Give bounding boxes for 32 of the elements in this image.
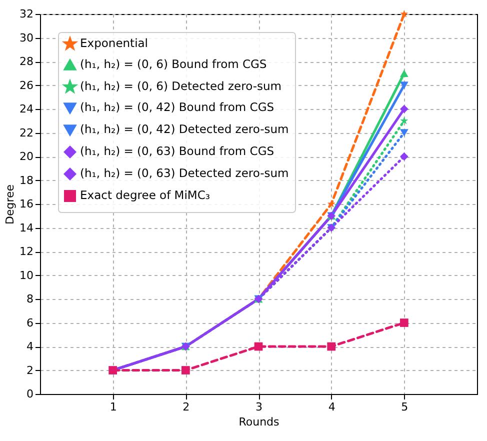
- y-tick-label: 24: [20, 102, 34, 116]
- y-axis-title: Degree: [4, 184, 17, 225]
- y-tick-label: 4: [26, 340, 34, 353]
- x-tick-label: 5: [401, 400, 408, 414]
- x-tick-label: 1: [110, 400, 117, 414]
- y-tick-label: 20: [20, 150, 34, 163]
- legend-label: (h₁, h₂) = (0, 42) Bound from CGS: [80, 100, 274, 114]
- legend-label: (h₁, h₂) = (0, 63) Bound from CGS: [80, 144, 274, 158]
- y-tick-label: 26: [20, 78, 34, 92]
- y-tick-label: 28: [20, 55, 34, 68]
- y-tick-label: 12: [20, 245, 34, 258]
- x-tick-label: 4: [328, 400, 336, 414]
- y-tick-label: 0: [26, 388, 34, 400]
- legend-label: (h₁, h₂) = (0, 6) Detected zero-sum: [80, 79, 282, 93]
- y-tick-label: 16: [20, 198, 34, 210]
- x-tick-label: 2: [182, 400, 190, 414]
- y-tick-label: 2: [26, 364, 34, 377]
- y-tick-label: 22: [20, 126, 34, 140]
- x-tick-label: 3: [256, 400, 262, 414]
- y-tick-label: 6: [26, 316, 34, 330]
- legend-label: Exponential: [80, 36, 148, 50]
- y-tick-label: 14: [20, 221, 34, 234]
- y-tick-label: 32: [20, 8, 34, 20]
- y-tick-label: 10: [20, 268, 34, 282]
- legend-label: (h₁, h₂) = (0, 63) Detected zero-sum: [80, 166, 289, 180]
- legend-label: Exact degree of MiMC₃: [80, 188, 210, 202]
- y-tick-label: 30: [20, 31, 34, 44]
- legend-label: (h₁, h₂) = (0, 6) Bound from CGS: [80, 57, 267, 71]
- y-tick-label: 8: [26, 292, 34, 306]
- y-tick-label: 18: [20, 174, 34, 187]
- x-axis-title: Rounds: [238, 416, 280, 428]
- legend-label: (h₁, h₂) = (0, 42) Detected zero-sum: [80, 122, 289, 136]
